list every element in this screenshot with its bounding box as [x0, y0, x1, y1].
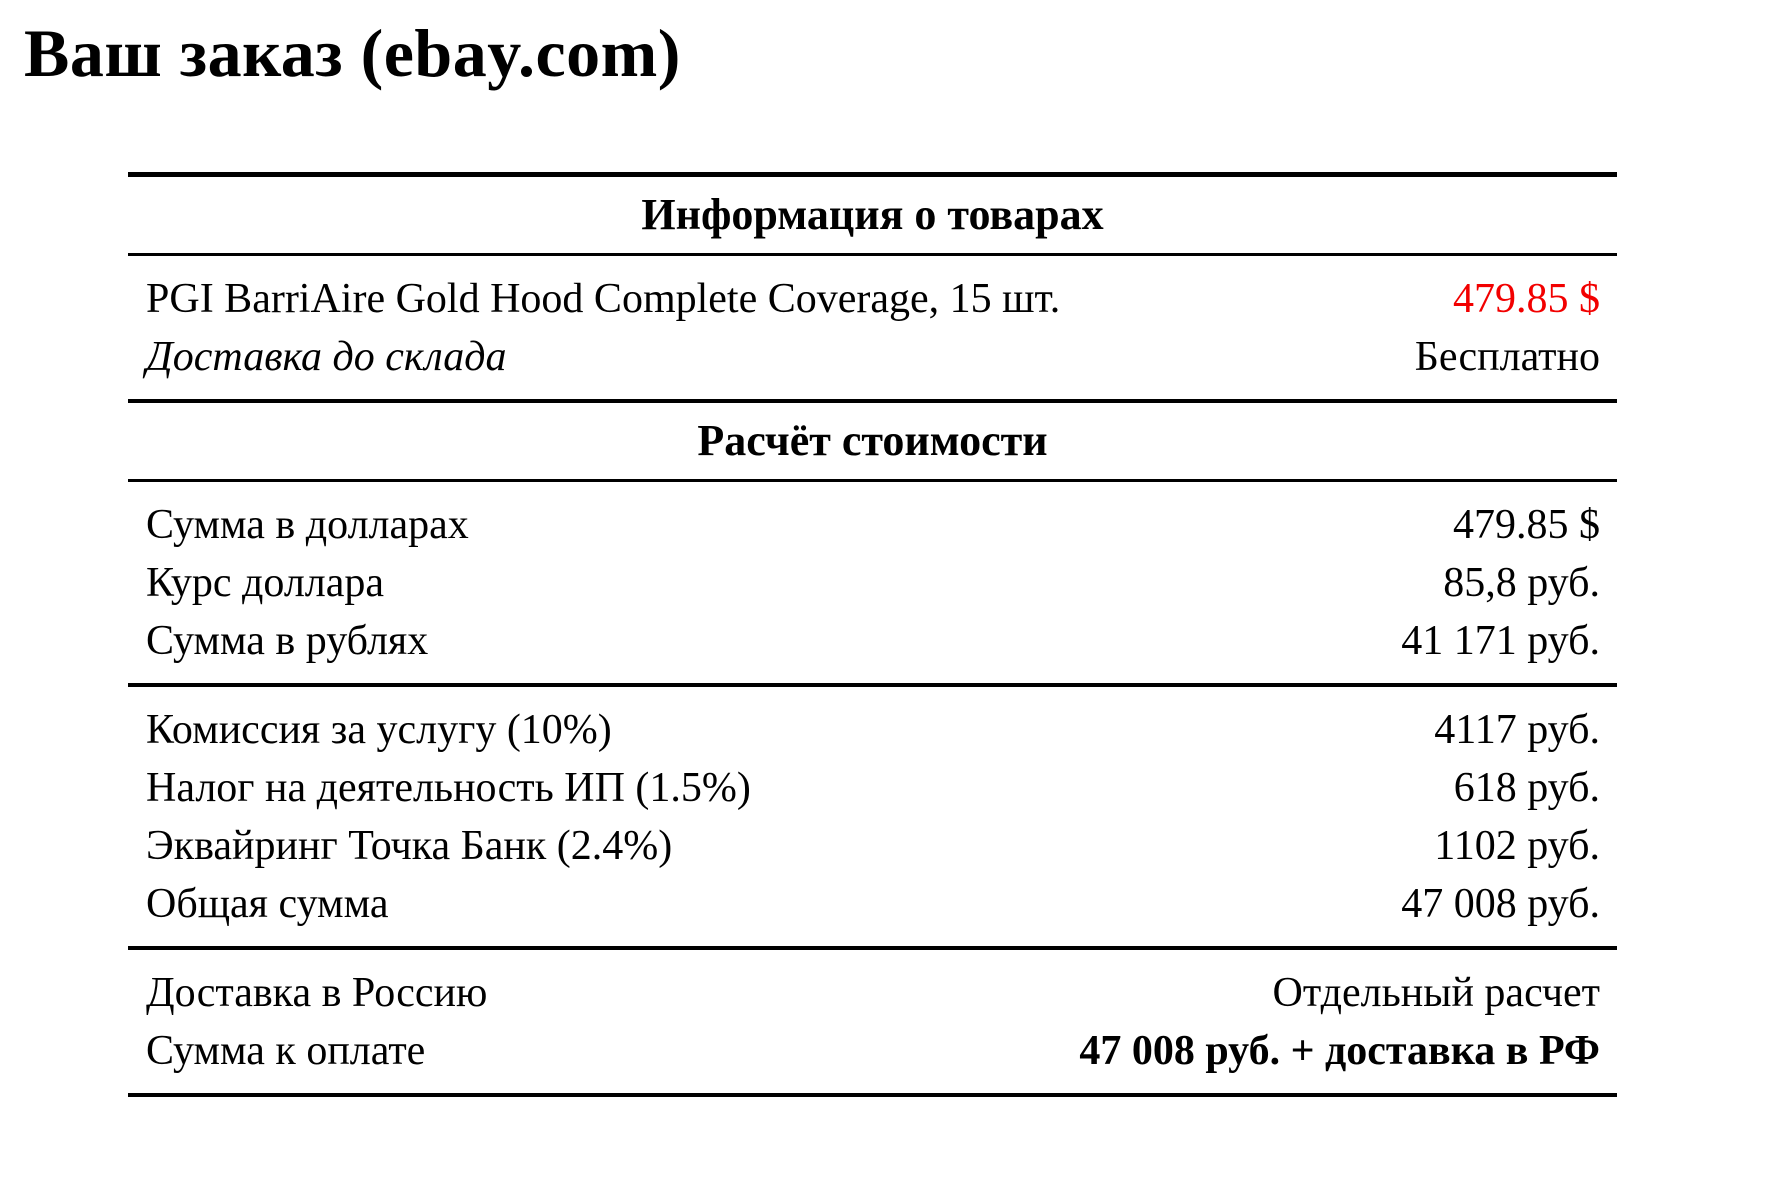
table-row: Налог на деятельность ИП (1.5%) 618 руб.	[128, 759, 1617, 817]
table-row: Доставка в Россию Отдельный расчет	[128, 964, 1617, 1022]
row-label: Общая сумма	[146, 881, 389, 927]
page-title: Ваш заказ (ebay.com)	[24, 15, 681, 91]
row-label: Эквайринг Точка Банк (2.4%)	[146, 823, 673, 869]
order-table: Информация о товарах PGI BarriAire Gold …	[128, 172, 1617, 1097]
table-section: Информация о товарах PGI BarriAire Gold …	[128, 172, 1617, 399]
row-label: Курс доллара	[146, 560, 385, 606]
row-value: 618 руб.	[1453, 765, 1600, 811]
row-value: Отдельный расчет	[1272, 970, 1601, 1016]
row-label: Сумма в долларах	[146, 502, 469, 548]
table-row: Эквайринг Точка Банк (2.4%) 1102 руб.	[128, 817, 1617, 875]
table-section: Расчёт стоимости Сумма в долларах 479.85…	[128, 399, 1617, 1093]
section-header: Информация о товарах	[128, 172, 1617, 256]
row-group: Доставка в Россию Отдельный расчет Сумма…	[128, 946, 1617, 1093]
row-label: Доставка в Россию	[146, 970, 488, 1016]
table-row: Комиссия за услугу (10%) 4117 руб.	[128, 701, 1617, 759]
section-header: Расчёт стоимости	[128, 399, 1617, 482]
row-value: 1102 руб.	[1434, 823, 1600, 869]
row-group: PGI BarriAire Gold Hood Complete Coverag…	[128, 256, 1617, 399]
table-row: Общая сумма 47 008 руб.	[128, 875, 1617, 933]
table-row: Курс доллара 85,8 руб.	[128, 554, 1617, 612]
row-value: 41 171 руб.	[1401, 618, 1600, 664]
row-label: Комиссия за услугу (10%)	[146, 707, 612, 753]
row-label: Налог на деятельность ИП (1.5%)	[146, 765, 751, 811]
row-label: Доставка до склада	[146, 334, 507, 380]
table-row: Сумма в долларах 479.85 $	[128, 496, 1617, 554]
row-value: 479.85 $	[1453, 276, 1600, 322]
table-row: PGI BarriAire Gold Hood Complete Coverag…	[128, 270, 1617, 328]
row-group: Комиссия за услугу (10%) 4117 руб. Налог…	[128, 683, 1617, 946]
row-value: 47 008 руб.	[1401, 881, 1600, 927]
row-value: 85,8 руб.	[1443, 560, 1600, 606]
row-label: Сумма к оплате	[146, 1028, 426, 1074]
table-row: Доставка до склада Бесплатно	[128, 328, 1617, 386]
row-group: Сумма в долларах 479.85 $ Курс доллара 8…	[128, 482, 1617, 683]
row-value: 47 008 руб. + доставка в РФ	[1079, 1028, 1600, 1074]
row-value: Бесплатно	[1414, 334, 1600, 380]
row-value: 4117 руб.	[1434, 707, 1600, 753]
row-value: 479.85 $	[1453, 502, 1600, 548]
row-label: Сумма в рублях	[146, 618, 429, 664]
table-row: Сумма к оплате 47 008 руб. + доставка в …	[128, 1022, 1617, 1080]
row-label: PGI BarriAire Gold Hood Complete Coverag…	[146, 276, 1061, 322]
table-row: Сумма в рублях 41 171 руб.	[128, 612, 1617, 670]
